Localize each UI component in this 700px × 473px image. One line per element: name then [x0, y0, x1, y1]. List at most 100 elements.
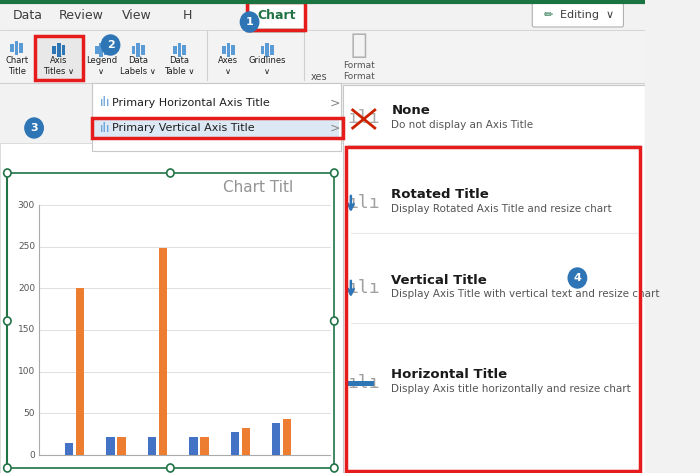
Circle shape [4, 464, 11, 472]
Bar [284, 419, 291, 455]
Bar [20, 43, 23, 53]
Bar [248, 3, 304, 30]
Bar [92, 118, 342, 138]
Text: ✏: ✏ [543, 10, 553, 20]
Text: Data: Data [13, 9, 43, 23]
Text: Axes
∨: Axes ∨ [218, 56, 239, 76]
Text: ılı: ılı [99, 96, 110, 110]
Bar [141, 45, 145, 55]
Text: Axis
Titles ∨: Axis Titles ∨ [43, 56, 74, 76]
Text: Chart: Chart [257, 9, 295, 23]
Bar [260, 46, 265, 54]
Bar [227, 43, 230, 57]
Text: 2: 2 [106, 40, 114, 50]
Bar [99, 43, 103, 57]
Circle shape [330, 464, 338, 472]
Bar [0, 0, 645, 30]
Text: Chart Titl: Chart Titl [223, 181, 293, 195]
Text: 3: 3 [30, 123, 38, 133]
Bar [0, 30, 645, 83]
Text: Horizontal Title: Horizontal Title [391, 368, 507, 382]
Bar [222, 46, 225, 54]
Bar [344, 85, 645, 473]
FancyBboxPatch shape [532, 3, 624, 27]
Text: ılı: ılı [347, 194, 380, 212]
Bar [348, 381, 374, 386]
Bar [346, 147, 640, 471]
Text: Vertical Title: Vertical Title [391, 273, 487, 287]
Text: 150: 150 [18, 325, 35, 334]
Circle shape [330, 169, 338, 177]
Bar [231, 432, 239, 455]
Bar [118, 437, 126, 455]
Text: xes: xes [310, 72, 327, 82]
Bar [0, 143, 345, 473]
Bar [241, 428, 250, 455]
Text: Display Rotated Axis Title and resize chart: Display Rotated Axis Title and resize ch… [391, 204, 612, 214]
Text: ılı: ılı [99, 122, 110, 134]
Bar [57, 43, 61, 57]
Bar [35, 36, 83, 80]
Circle shape [25, 118, 43, 138]
Circle shape [167, 464, 174, 472]
Text: Editing  ∨: Editing ∨ [559, 10, 614, 20]
Text: Format: Format [343, 72, 375, 81]
Text: 100: 100 [18, 367, 35, 376]
Text: 4: 4 [573, 273, 581, 283]
Text: 200: 200 [18, 284, 35, 293]
Bar [189, 437, 197, 455]
Bar [94, 119, 339, 137]
Text: Primary Horizontal Axis Title: Primary Horizontal Axis Title [112, 98, 270, 108]
Bar [62, 45, 65, 55]
Text: Chart
Title: Chart Title [5, 56, 28, 76]
Text: 300: 300 [18, 201, 35, 210]
Text: ılı: ılı [347, 374, 380, 392]
Text: Do not display an Axis Title: Do not display an Axis Title [391, 120, 533, 130]
Text: >: > [330, 122, 340, 134]
Circle shape [167, 169, 174, 177]
Text: ılı: ılı [347, 109, 380, 127]
Bar [270, 45, 274, 55]
Bar [178, 43, 181, 57]
Text: 0: 0 [29, 450, 35, 459]
Circle shape [4, 169, 11, 177]
Bar [182, 45, 186, 55]
Bar [9, 175, 332, 466]
Bar [76, 289, 84, 455]
Text: Data
Labels ∨: Data Labels ∨ [120, 56, 156, 76]
Bar [173, 46, 177, 54]
Bar [231, 45, 234, 55]
Circle shape [330, 317, 338, 325]
Text: Gridlines
∨: Gridlines ∨ [248, 56, 286, 76]
Bar [65, 443, 74, 455]
Text: Rotated Title: Rotated Title [391, 189, 489, 201]
Bar [92, 83, 341, 151]
Text: ⬧: ⬧ [351, 31, 368, 59]
Bar [15, 41, 18, 55]
Bar [272, 423, 281, 455]
Circle shape [4, 317, 11, 325]
Bar [8, 173, 335, 468]
Bar [52, 46, 56, 54]
Text: >: > [330, 96, 340, 110]
Circle shape [240, 12, 259, 32]
Text: 1: 1 [246, 17, 253, 27]
Text: Display Axis Title with vertical text and resize chart: Display Axis Title with vertical text an… [391, 289, 660, 299]
Text: 50: 50 [24, 409, 35, 418]
Bar [247, 2, 304, 30]
Text: None: None [391, 105, 430, 117]
Text: Review: Review [59, 9, 104, 23]
Text: 250: 250 [18, 242, 35, 251]
Circle shape [102, 35, 120, 55]
Text: Legend
∨: Legend ∨ [85, 56, 117, 76]
Text: H: H [182, 9, 192, 23]
Bar [104, 45, 108, 55]
Bar [159, 248, 167, 455]
Bar [10, 44, 14, 52]
Text: ılı: ılı [347, 279, 380, 297]
Circle shape [568, 268, 587, 288]
Bar [265, 43, 269, 57]
Text: Display Axis title horizontally and resize chart: Display Axis title horizontally and resi… [391, 384, 631, 394]
Bar [148, 437, 156, 455]
Bar [106, 437, 115, 455]
